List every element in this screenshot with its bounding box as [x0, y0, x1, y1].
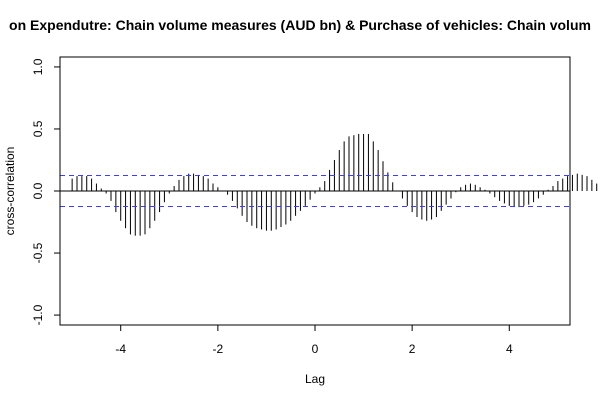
y-tick-label: 1.0 [31, 58, 45, 75]
x-tick-label: 0 [312, 342, 319, 356]
y-tick-label: -0.5 [31, 242, 45, 263]
x-axis: -4 -2 0 2 4 [115, 324, 513, 356]
chart-title: on Expendutre: Chain volume measures (AU… [9, 17, 591, 33]
x-tick-label: 4 [506, 342, 513, 356]
y-tick-label: -1.0 [31, 304, 45, 325]
y-tick-label: 0.5 [31, 120, 45, 137]
x-axis-label: Lag [305, 372, 325, 386]
y-axis: -1.0 -0.5 0.0 0.5 1.0 [31, 58, 61, 325]
x-tick-label: -4 [115, 342, 126, 356]
y-axis-label: cross-correlation [3, 147, 17, 236]
y-tick-label: 0.0 [31, 182, 45, 199]
bars-group [71, 133, 598, 236]
x-tick-label: -2 [213, 342, 224, 356]
x-tick-label: 2 [409, 342, 416, 356]
